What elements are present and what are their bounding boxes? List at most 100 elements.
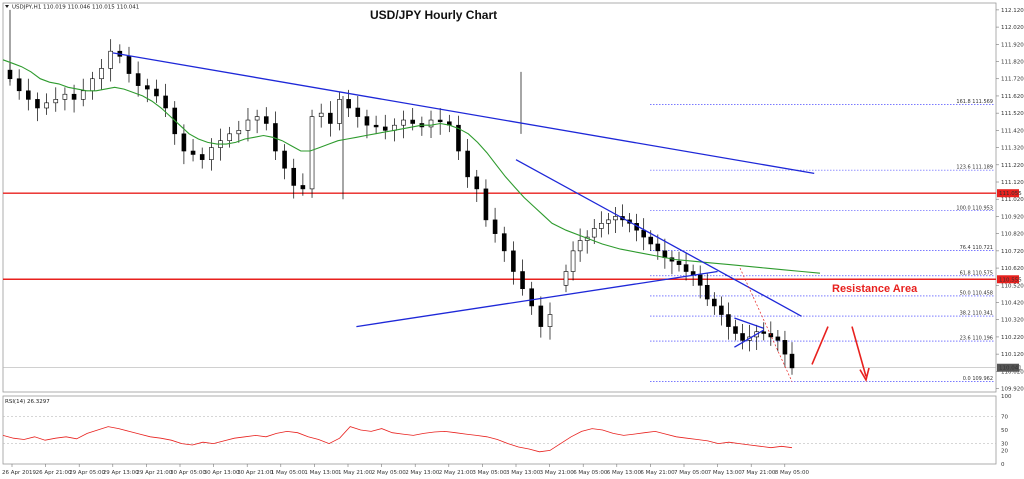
candle-body [373, 124, 379, 128]
main-plot-frame [2, 2, 997, 393]
candle-body [483, 188, 489, 221]
time-tick-label: 3 May 05:00 [472, 470, 507, 476]
price-tick-label: 109.920 [1001, 387, 1024, 393]
candle-body [697, 274, 703, 286]
candle-body [410, 119, 416, 124]
time-tick-label: 6 May 13:00 [607, 470, 642, 476]
price-tick-label: 111.220 [1001, 163, 1024, 169]
candle-body [236, 130, 242, 135]
price-badge [997, 275, 1019, 284]
fib-level-label: 161.8 111.569 [956, 99, 993, 105]
candle-body [300, 185, 306, 190]
candle-body [209, 147, 214, 160]
candle-body [529, 288, 534, 307]
price-tick-label: 110.220 [1001, 335, 1024, 341]
price-tick-label: 112.020 [1001, 25, 1024, 31]
candle-body [382, 126, 388, 131]
price-tick-label: 111.720 [1001, 77, 1024, 83]
candle-body [704, 284, 710, 300]
candle-body [570, 250, 576, 272]
candle-body [511, 250, 516, 272]
time-tick-label: 26 Apr 2019 [2, 470, 37, 476]
fib-level-label: 61.8 110.575 [960, 270, 993, 276]
candle-body [719, 305, 724, 315]
time-tick-label: 30 Apr 05:00 [170, 470, 206, 476]
up-move-arrow [811, 326, 829, 365]
price-tick-label: 111.420 [1001, 128, 1024, 134]
resistance-area-label: Resistance Area [832, 283, 918, 295]
candle-body [775, 336, 781, 341]
candle-body [648, 236, 654, 245]
candle-body [520, 271, 525, 290]
time-tick-label: 1 May 21:00 [338, 470, 373, 476]
candle-body [563, 271, 569, 286]
candle-body [641, 229, 646, 238]
price-tick-label: 111.820 [1001, 60, 1024, 66]
candle-body [254, 116, 260, 121]
price-tick-label: 111.120 [1001, 180, 1024, 186]
time-tick-label: 7 May 13:00 [708, 470, 743, 476]
candle-body [80, 90, 86, 100]
time-tick-label: 8 May 05:00 [775, 470, 810, 476]
fib-level-label: 0.0 109.962 [963, 376, 993, 382]
candle-body [683, 264, 689, 272]
candle-body [309, 116, 315, 190]
price-tick-label: 110.320 [1001, 318, 1024, 324]
candle-body [740, 333, 745, 341]
candle-body [108, 50, 113, 69]
candle-body [456, 124, 461, 152]
chart-title: USD/JPY Hourly Chart [370, 8, 497, 22]
time-tick-label: 7 May 05:00 [674, 470, 709, 476]
price-badge-label: 110.555 [999, 277, 1022, 283]
trendline-main-bearish [112, 52, 815, 175]
rsi-tick-label: 20 [1001, 448, 1008, 454]
fib-level-label: 123.6 111.189 [956, 165, 993, 171]
rsi-line [2, 426, 793, 453]
rsi-tick-label: 70 [1001, 414, 1008, 420]
candle-body [538, 305, 544, 327]
price-tick-label: 110.420 [1001, 300, 1024, 306]
price-tick-label: 110.020 [1001, 369, 1024, 375]
candle-body [606, 219, 611, 224]
candle-body [163, 95, 168, 109]
rsi-tick-label: 100 [1001, 394, 1012, 400]
candle-body [71, 93, 77, 100]
fib-level-label: 50.0 110.458 [960, 290, 993, 296]
candle-body [401, 119, 406, 126]
candle-body [35, 99, 40, 109]
candle-body [547, 314, 553, 327]
candle-body [26, 90, 31, 100]
fib-level-label: 76.4 110.721 [960, 245, 993, 251]
price-badge [997, 363, 1019, 372]
trendline-triangle-bottom [734, 329, 765, 348]
time-tick-label: 2 May 05:00 [372, 470, 407, 476]
time-tick-label: 1 May 05:00 [271, 470, 306, 476]
moving-average-line [2, 59, 821, 274]
candle-body [291, 167, 297, 186]
time-tick-label: 30 Apr 21:00 [237, 470, 273, 476]
time-tick-label: 29 Apr 21:00 [136, 470, 172, 476]
candle-body [662, 250, 668, 259]
projection-dotted-line [739, 267, 793, 382]
candle-body [474, 176, 480, 190]
time-tick-label: 3 May 13:00 [506, 470, 541, 476]
trendline-rising-support [356, 270, 718, 328]
down-move-arrow [851, 326, 867, 377]
price-tick-label: 110.620 [1001, 266, 1024, 272]
price-tick-label: 110.720 [1001, 249, 1024, 255]
price-tick-label: 111.620 [1001, 94, 1024, 100]
candle-body [613, 216, 618, 221]
price-tick-label: 110.820 [1001, 232, 1024, 238]
candle-body [346, 99, 351, 109]
candle-body [190, 150, 196, 155]
candle-body [726, 314, 731, 327]
time-tick-label: 30 Apr 13:00 [204, 470, 240, 476]
price-badge [997, 189, 1019, 198]
candle-body [355, 107, 361, 117]
candle-body [16, 78, 22, 92]
time-tick-label: 3 May 21:00 [540, 470, 575, 476]
candle-body [337, 99, 342, 124]
candle-body [199, 154, 205, 160]
rsi-label: RSI(14) 26.3297 [5, 399, 50, 405]
